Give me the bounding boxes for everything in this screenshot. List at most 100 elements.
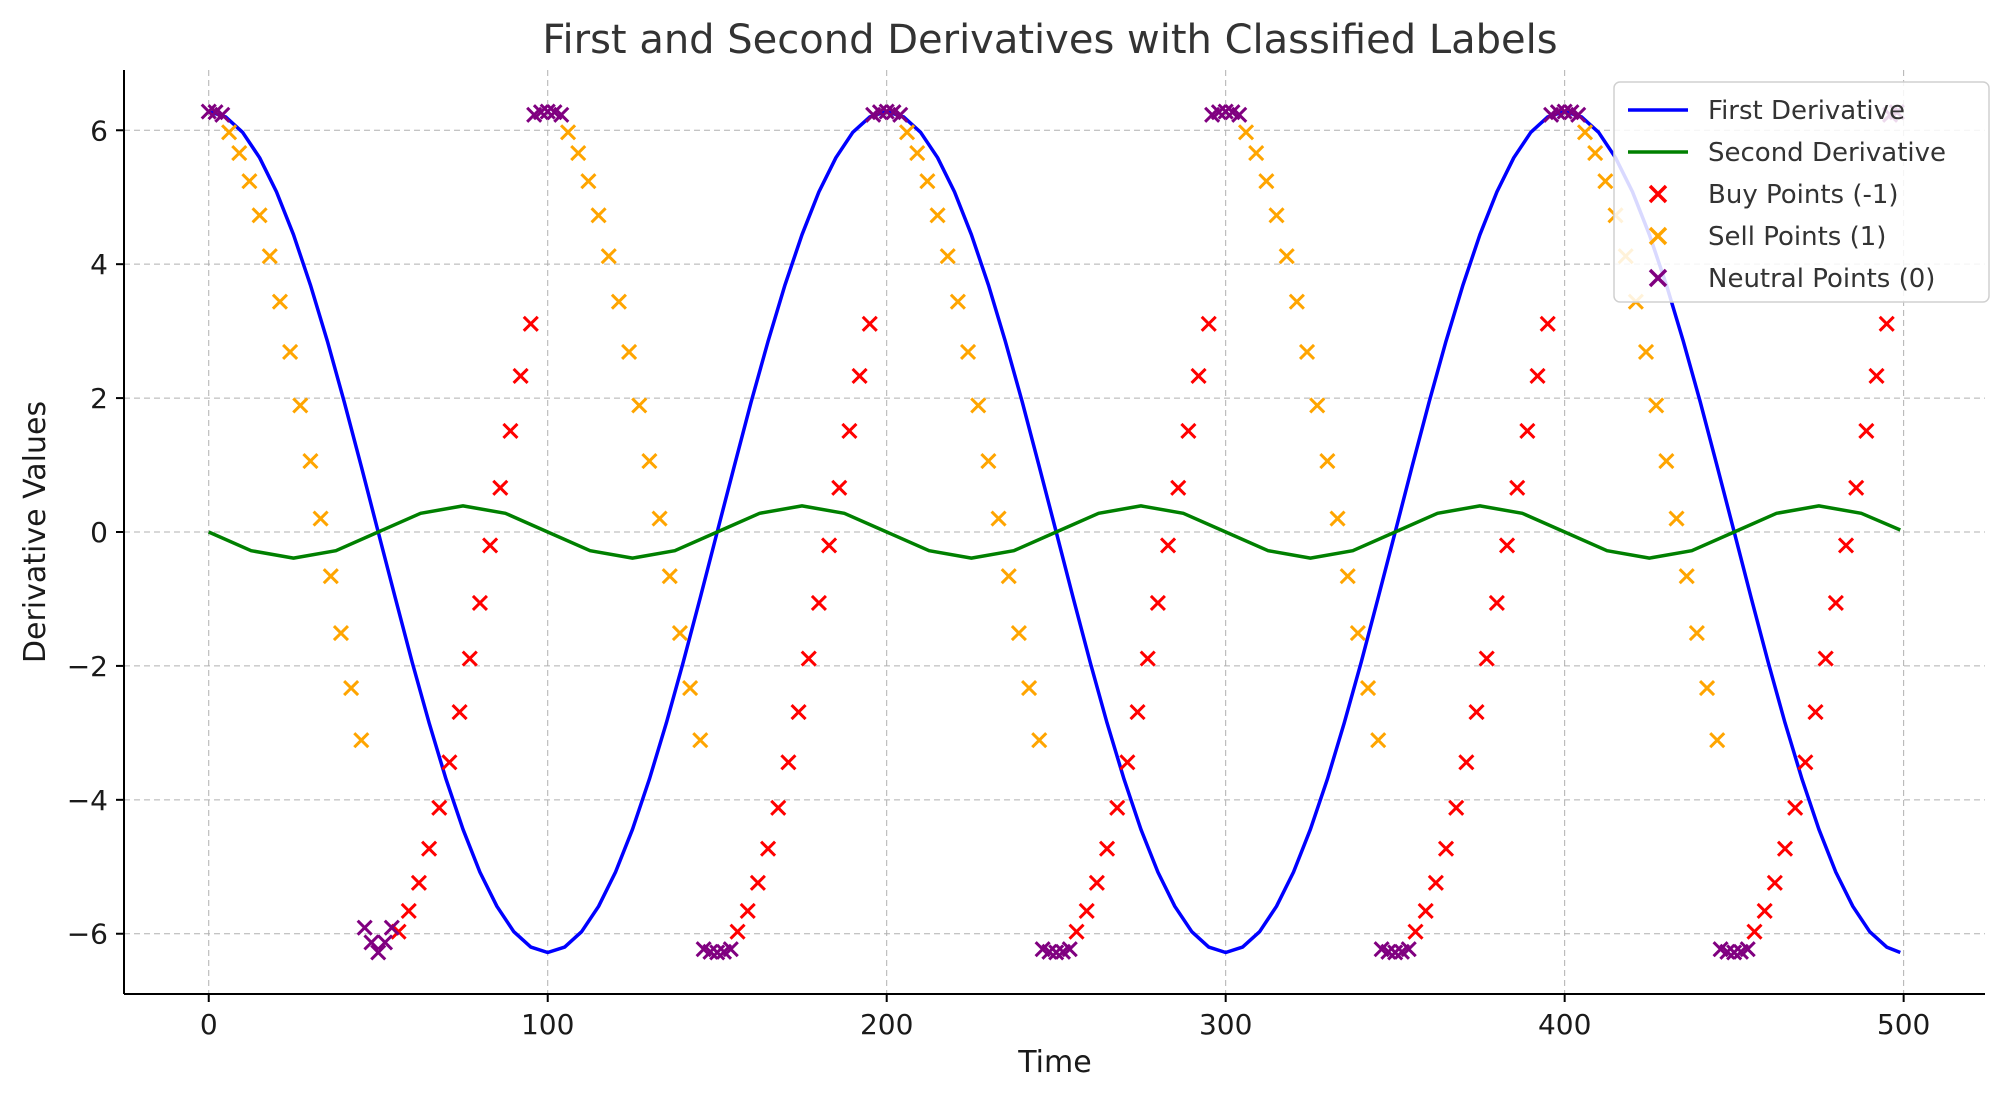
point-buy-points-1 — [1848, 479, 1865, 496]
point-buy-points-1 — [421, 840, 438, 857]
point-sell-points-1 — [651, 510, 668, 527]
point-sell-points-1 — [661, 568, 678, 585]
point-sell-points-1 — [1237, 124, 1255, 141]
point-sell-points-1 — [1309, 397, 1326, 414]
point-buy-points-1 — [1478, 650, 1495, 667]
x-tick-label-1: 100 — [521, 1008, 574, 1041]
point-sell-points-1 — [621, 343, 638, 360]
point-sell-points-1 — [1688, 625, 1705, 642]
point-buy-points-1 — [1878, 315, 1895, 332]
chart-title: First and Second Derivatives with Classi… — [542, 17, 1557, 63]
point-buy-points-1 — [461, 650, 478, 667]
point-buy-points-1 — [451, 704, 468, 721]
point-sell-points-1 — [241, 173, 258, 190]
legend-frame — [1613, 81, 1990, 303]
point-buy-points-1 — [1098, 840, 1116, 857]
point-buy-points-1 — [1088, 874, 1105, 891]
point-buy-points-1 — [492, 479, 509, 496]
point-buy-points-1 — [512, 367, 529, 385]
point-buy-points-1 — [1756, 902, 1773, 920]
point-sell-points-1 — [1278, 248, 1295, 265]
point-sell-points-1 — [322, 568, 339, 585]
y-tick-label-3: 0 — [90, 516, 108, 549]
point-sell-points-1 — [1637, 343, 1655, 360]
point-buy-points-1 — [1159, 537, 1177, 554]
point-buy-points-1 — [739, 902, 756, 920]
point-sell-points-1 — [261, 248, 278, 265]
point-buy-points-1 — [1858, 422, 1875, 439]
point-sell-points-1 — [1298, 343, 1316, 360]
point-buy-points-1 — [1109, 799, 1126, 816]
point-sell-points-1 — [353, 732, 370, 749]
legend-label-buy-points-1: Buy Points (-1) — [1708, 180, 1899, 210]
point-neutral-points-0 — [553, 106, 570, 123]
point-buy-points-1 — [1746, 923, 1763, 940]
point-neutral-points-0 — [370, 944, 387, 961]
point-sell-points-1 — [990, 510, 1007, 527]
point-buy-points-1 — [400, 902, 417, 920]
point-buy-points-1 — [482, 537, 499, 554]
point-buy-points-1 — [770, 799, 787, 816]
legend-swatch-sell-points-1 — [1648, 226, 1668, 246]
point-buy-points-1 — [1817, 650, 1834, 667]
point-sell-points-1 — [970, 397, 987, 414]
point-buy-points-1 — [1437, 840, 1455, 857]
point-sell-points-1 — [631, 397, 648, 414]
point-sell-points-1 — [343, 679, 360, 697]
point-sell-points-1 — [1370, 732, 1387, 749]
point-sell-points-1 — [221, 124, 238, 141]
point-buy-points-1 — [471, 594, 488, 612]
point-sell-points-1 — [1021, 679, 1038, 697]
point-buy-points-1 — [760, 840, 777, 857]
legend-label-second-derivative: Second Derivative — [1708, 138, 1946, 168]
point-sell-points-1 — [560, 124, 577, 141]
point-neutral-points-0 — [214, 106, 231, 123]
point-sell-points-1 — [1268, 207, 1285, 224]
x-tick-label-5: 500 — [1877, 1008, 1930, 1041]
point-buy-points-1 — [1190, 367, 1207, 385]
point-sell-points-1 — [1668, 510, 1685, 527]
point-neutral-points-0 — [1400, 941, 1417, 958]
point-buy-points-1 — [1448, 799, 1465, 816]
point-buy-points-1 — [1427, 874, 1444, 891]
point-neutral-points-0 — [1570, 106, 1587, 123]
point-sell-points-1 — [1288, 293, 1305, 310]
point-buy-points-1 — [831, 479, 848, 496]
y-tick-label-2: −2 — [67, 650, 108, 683]
series-layer — [200, 103, 1905, 961]
point-buy-points-1 — [1468, 704, 1485, 721]
point-buy-points-1 — [1498, 537, 1516, 554]
point-buy-points-1 — [1139, 650, 1156, 667]
point-buy-points-1 — [1827, 594, 1844, 612]
series-points-buy-points-1 — [390, 315, 1895, 940]
y-tick-label-4: 2 — [90, 382, 108, 415]
point-sell-points-1 — [251, 207, 268, 224]
point-buy-points-1 — [810, 594, 827, 612]
point-buy-points-1 — [1488, 594, 1505, 612]
point-buy-points-1 — [749, 874, 766, 891]
legend-label-neutral-points-0: Neutral Points (0) — [1708, 264, 1935, 294]
point-sell-points-1 — [1648, 397, 1665, 414]
point-sell-points-1 — [1339, 568, 1356, 585]
point-buy-points-1 — [1458, 754, 1475, 771]
point-buy-points-1 — [821, 537, 838, 554]
point-sell-points-1 — [1010, 625, 1027, 642]
point-neutral-points-0 — [722, 941, 739, 958]
x-tick-label-3: 300 — [1199, 1008, 1252, 1041]
ticks-layer: 0 100 200 300 400 500 −6 −4 −2 0 2 4 6 — [67, 114, 1931, 1041]
point-neutral-points-0 — [383, 919, 400, 936]
point-sell-points-1 — [610, 293, 627, 310]
point-sell-points-1 — [641, 452, 658, 470]
point-buy-points-1 — [1776, 840, 1794, 857]
point-buy-points-1 — [1149, 594, 1166, 612]
point-sell-points-1 — [271, 293, 288, 310]
point-sell-points-1 — [282, 343, 299, 360]
legend-label-sell-points-1: Sell Points (1) — [1708, 222, 1886, 252]
point-neutral-points-0 — [892, 106, 909, 123]
point-sell-points-1 — [590, 207, 607, 224]
point-sell-points-1 — [1031, 732, 1048, 749]
point-buy-points-1 — [1529, 367, 1546, 385]
point-buy-points-1 — [1180, 422, 1197, 439]
point-buy-points-1 — [1797, 754, 1814, 771]
y-tick-label-0: −6 — [67, 918, 108, 951]
